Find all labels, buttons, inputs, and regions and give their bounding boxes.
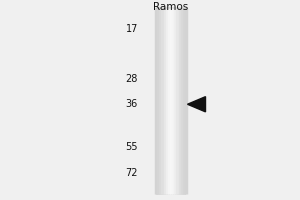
Bar: [158, 152, 184, 153]
Bar: [158, 167, 184, 168]
Bar: [158, 181, 184, 182]
Bar: [158, 166, 184, 167]
Bar: [158, 148, 184, 149]
Bar: [158, 101, 184, 102]
Bar: [158, 139, 184, 140]
Bar: [158, 104, 184, 105]
Text: 28: 28: [126, 74, 138, 84]
Bar: [158, 170, 184, 171]
Bar: [158, 177, 184, 178]
Bar: [158, 176, 184, 177]
Bar: [158, 147, 184, 148]
Bar: [158, 95, 184, 96]
Bar: [158, 113, 184, 114]
Bar: [158, 107, 184, 108]
Bar: [158, 171, 184, 172]
Bar: [158, 99, 184, 100]
Bar: [158, 109, 184, 110]
Bar: [158, 98, 184, 99]
Bar: [156, 8, 186, 194]
Bar: [158, 144, 184, 145]
Bar: [158, 102, 184, 103]
Text: 55: 55: [125, 142, 138, 152]
Bar: [158, 110, 184, 111]
Bar: [158, 165, 184, 166]
Bar: [158, 97, 184, 98]
Bar: [158, 145, 184, 146]
Bar: [158, 112, 184, 113]
Bar: [158, 172, 184, 173]
Bar: [158, 108, 184, 109]
Bar: [158, 175, 184, 176]
Bar: [158, 142, 184, 143]
Bar: [158, 111, 184, 112]
Text: 72: 72: [125, 168, 138, 178]
Bar: [158, 106, 184, 107]
Text: Ramos: Ramos: [153, 2, 189, 12]
Bar: [158, 180, 184, 181]
Bar: [158, 151, 184, 152]
Bar: [158, 100, 184, 101]
Bar: [158, 103, 184, 104]
Bar: [158, 182, 184, 183]
Polygon shape: [188, 97, 206, 112]
Bar: [158, 105, 184, 106]
Text: 36: 36: [126, 99, 138, 109]
Bar: [158, 96, 184, 97]
Text: 17: 17: [126, 24, 138, 34]
Bar: [158, 141, 184, 142]
